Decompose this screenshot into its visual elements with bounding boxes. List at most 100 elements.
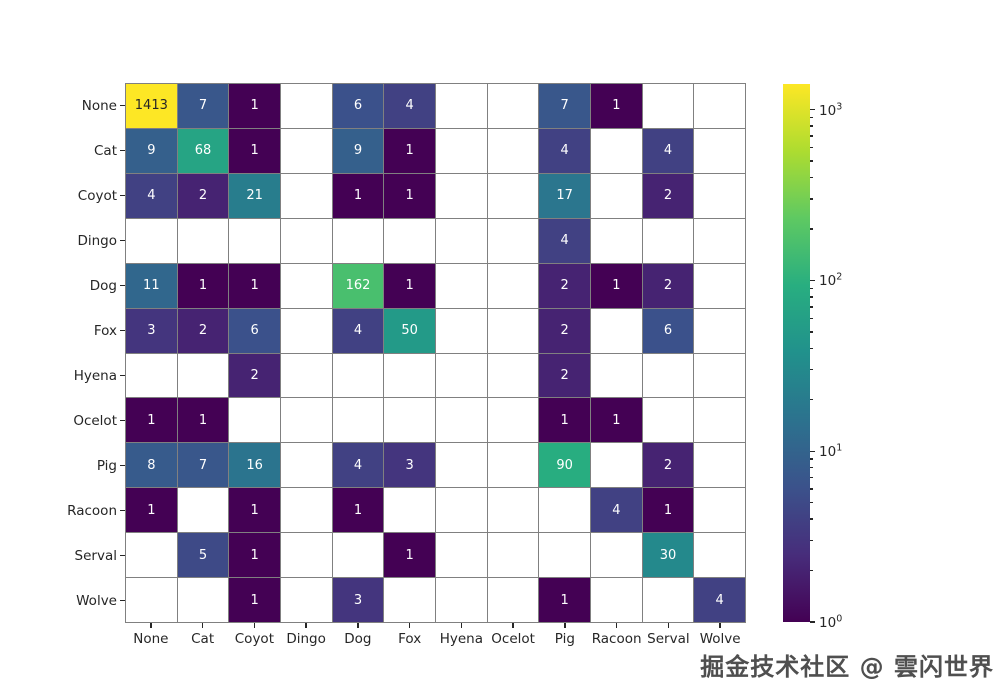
heatmap-cell [694,443,745,488]
heatmap-cell: 7 [177,443,229,488]
heatmap-cell [487,353,539,398]
heatmap-cell: 1 [126,488,177,533]
heatmap-cell: 4 [642,128,694,173]
heatmap-cell: 3 [332,578,384,622]
heatmap-cell: 1 [229,488,280,533]
colorbar-minor-tick [810,569,813,572]
y-tick [120,194,125,197]
colorbar-minor-tick [810,347,813,350]
heatmap-cell: 1 [539,398,590,443]
colorbar-tick-label: 100 [819,613,843,631]
heatmap-cell [436,218,487,263]
colorbar-minor-tick [810,317,813,319]
heatmap-cell [436,533,487,578]
heatmap-cell [436,308,487,353]
heatmap-cell [487,398,539,443]
heatmap-cell: 1 [384,173,435,218]
heatmap-cell [487,308,539,353]
heatmap-cell [126,353,177,398]
y-tick-label: Dingo [77,232,117,249]
colorbar-minor-tick [810,146,813,149]
y-tick [120,599,125,602]
heatmap-cell [384,353,435,398]
heatmap-cell [487,84,539,128]
heatmap-cell [539,533,590,578]
x-tick [357,623,359,628]
heatmap-cell [642,84,694,128]
x-tick-label: Hyena [439,631,484,647]
y-tick-label: Coyot [77,187,117,204]
x-tick-label: Cat [191,631,215,647]
heatmap-cell [436,263,487,308]
heatmap-cell: 50 [384,308,435,353]
y-tick-label: Ocelot [73,412,117,429]
heatmap-cell: 4 [539,218,590,263]
colorbar-major-tick [810,450,815,452]
y-tick [120,554,125,557]
heatmap-cell [591,353,642,398]
colorbar-minor-tick [810,399,813,401]
heatmap-cell [281,218,332,263]
heatmap-cell [436,173,487,218]
y-tick [120,284,125,287]
x-tick [564,623,566,628]
colorbar-minor-tick [810,228,813,230]
y-tick-label: None [81,97,117,114]
x-tick-label: Wolve [699,631,741,647]
y-tick [120,104,125,107]
heatmap-cell [281,173,332,218]
heatmap-cell: 1 [539,578,590,622]
heatmap-cell [436,398,487,443]
heatmap-cell [177,218,229,263]
y-tick-label: Pig [96,457,117,474]
heatmap-cell: 5 [177,533,229,578]
heatmap-cell: 4 [539,128,590,173]
heatmap-cell: 1 [332,488,384,533]
colorbar-minor-tick [810,198,813,200]
heatmap-cell: 1 [384,128,435,173]
heatmap-cell: 6 [332,84,384,128]
y-tick-label: Hyena [73,367,117,384]
colorbar-minor-tick [810,539,813,542]
heatmap-cell [281,353,332,398]
heatmap-cell [694,488,745,533]
heatmap-cell [436,128,487,173]
heatmap-cell: 1 [229,128,280,173]
colorbar-minor-tick [810,296,813,298]
heatmap-cell [591,533,642,578]
heatmap-cell: 2 [642,443,694,488]
heatmap-cell: 2 [229,353,280,398]
x-tick [667,623,670,628]
colorbar-minor-tick [810,160,813,162]
heatmap-cell [694,353,745,398]
heatmap-cell [436,578,487,622]
heatmap-cell: 4 [591,488,642,533]
colorbar-major-tick [810,621,815,623]
x-tick [460,623,463,628]
colorbar-minor-tick [810,458,813,460]
colorbar-minor-tick [810,467,813,469]
heatmap-cell [281,578,332,622]
heatmap-cell: 9 [126,128,177,173]
heatmap-cell [281,533,332,578]
watermark: 掘金技术社区 @ 雲闪世界 [700,653,994,681]
heatmap-cell: 1 [229,263,280,308]
heatmap-cell: 7 [177,84,229,128]
heatmap-cell [332,398,384,443]
heatmap-cell: 2 [642,173,694,218]
heatmap-cell [384,578,435,622]
colorbar-minor-tick [810,116,813,119]
heatmap-cell: 1 [384,533,435,578]
heatmap-cell [487,128,539,173]
y-tick [120,419,125,422]
heatmap-cell: 2 [539,353,590,398]
heatmap-cell: 4 [332,308,384,353]
heatmap-cell: 1413 [126,84,177,128]
colorbar-minor-tick [810,518,813,520]
heatmap-cell: 3 [384,443,435,488]
heatmap-cell [591,578,642,622]
heatmap-cell: 3 [126,308,177,353]
heatmap-cell: 4 [384,84,435,128]
heatmap-cell [384,488,435,533]
x-tick-label: Ocelot [491,631,535,647]
